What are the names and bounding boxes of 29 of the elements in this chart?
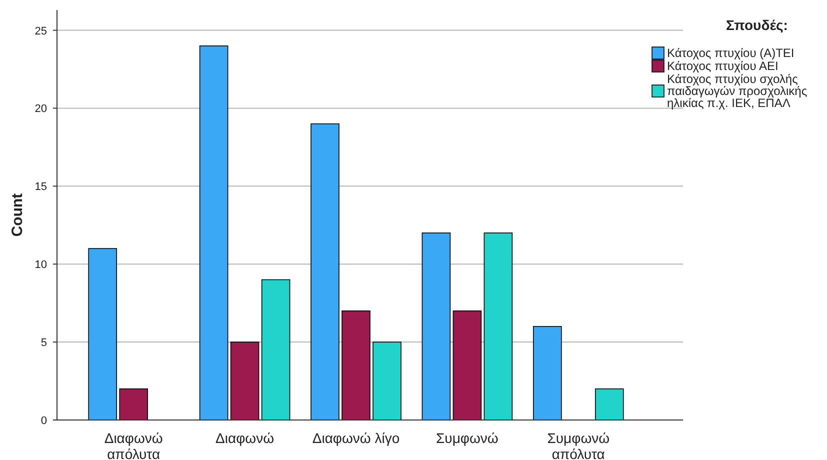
y-tick-label: 10 bbox=[34, 259, 47, 272]
bar bbox=[310, 123, 340, 420]
bar bbox=[595, 388, 624, 420]
legend-title: Σπουδές: bbox=[726, 17, 788, 33]
y-tick-label: 20 bbox=[34, 103, 47, 116]
y-tick-label: 5 bbox=[40, 337, 47, 350]
bar bbox=[342, 310, 370, 420]
bar bbox=[372, 342, 402, 420]
bar bbox=[199, 45, 228, 420]
y-axis-title: Count bbox=[9, 193, 26, 237]
legend-label: Κάτοχος πτυχίου ΑΕΙ bbox=[667, 59, 778, 73]
x-tick-label: Συμφωνώ bbox=[436, 430, 498, 446]
x-tick-label: Συμφωνώ απόλυτα bbox=[547, 430, 610, 460]
legend-label: Κάτοχος πτυχίου σχολής παιδαγωγών προσχολικής ηλικίας π.χ. ΙΕΚ, ΕΠΑΛ bbox=[667, 72, 808, 110]
x-tick-label: Διαφωνώ λίγο bbox=[312, 430, 400, 446]
legend-label: Κάτοχος πτυχίου (Α)ΤΕΙ bbox=[667, 46, 794, 60]
x-tick-label: Διαφωνώ απόλυτα bbox=[104, 430, 163, 460]
bar bbox=[533, 326, 562, 420]
y-tick-label: 15 bbox=[34, 181, 47, 194]
y-tick-label: 0 bbox=[40, 415, 47, 427]
bar bbox=[484, 232, 513, 420]
x-tick-label: Διαφωνώ bbox=[216, 430, 274, 446]
bar bbox=[230, 342, 260, 420]
bar bbox=[452, 310, 482, 420]
y-tick-label: 25 bbox=[34, 25, 47, 38]
bar bbox=[261, 279, 290, 420]
bar bbox=[88, 248, 117, 420]
bar bbox=[119, 388, 148, 420]
bar bbox=[422, 232, 451, 420]
